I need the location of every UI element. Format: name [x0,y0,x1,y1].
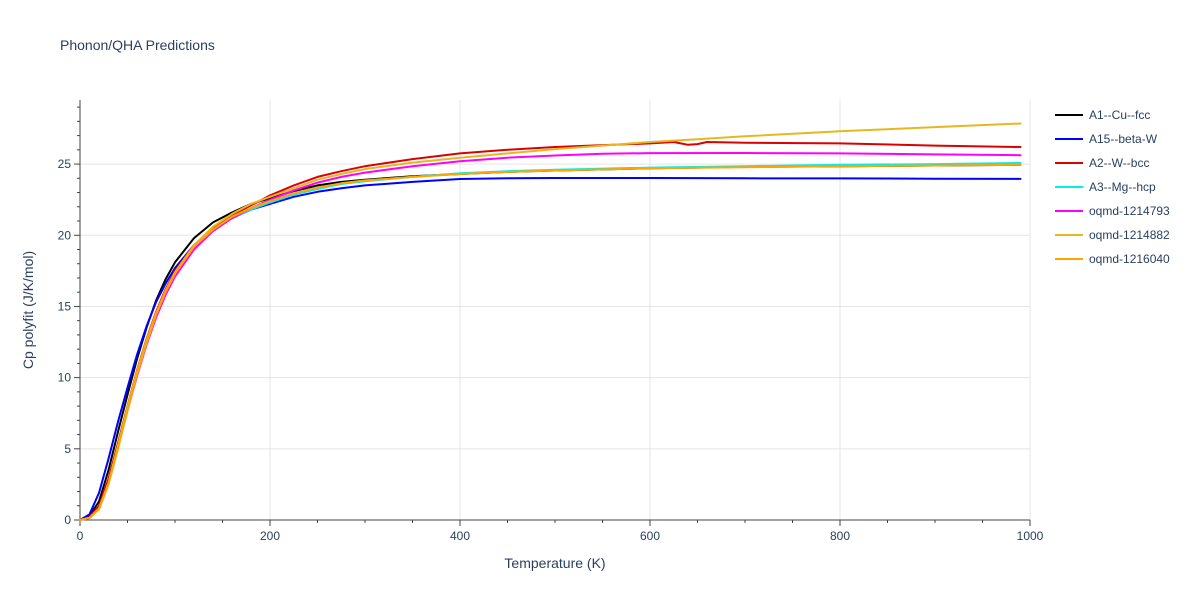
y-tick-label: 15 [58,299,72,313]
x-tick-label: 400 [450,529,470,543]
legend-item[interactable]: A1--Cu--fcc [1055,108,1150,122]
legend-item[interactable]: oqmd-1214882 [1055,228,1170,242]
legend: A1--Cu--fcc A15--beta-W A2--W--bcc A3--Mg--… [1055,108,1170,266]
series-line-A1--Cu--fcc [79,163,1022,521]
series-line-oqmd-1214882 [79,122,1022,521]
legend-item[interactable]: A2--W--bcc [1055,156,1149,170]
y-tick-label: 20 [58,228,72,242]
series-line-A15--beta-W [79,177,1022,521]
y-tick-label: 5 [64,442,71,456]
y-axis-title: Cp polyfit (J/K/mol) [20,251,36,369]
legend-item[interactable]: oqmd-1216040 [1055,252,1170,266]
x-tick-label: 1000 [1017,529,1044,543]
legend-item[interactable]: A3--Mg--hcp [1055,180,1156,194]
y-tick-label: 25 [58,157,72,171]
chart-title: Phonon/QHA Predictions [60,37,215,53]
legend-label: A15--beta-W [1089,132,1158,146]
x-tick-label: 0 [77,529,84,543]
series-line-oqmd-1214793 [79,152,1022,521]
legend-item[interactable]: A15--beta-W [1055,132,1158,146]
legend-label: A1--Cu--fcc [1089,108,1150,122]
legend-label: oqmd-1214882 [1089,228,1170,242]
gridlines [80,100,1031,520]
y-tick-label: 0 [64,513,71,527]
series-line-A3--Mg--hcp [79,161,1022,521]
legend-item[interactable]: oqmd-1214793 [1055,204,1170,218]
x-axis-title: Temperature (K) [504,555,605,571]
x-tick-label: 800 [830,529,850,543]
legend-label: oqmd-1214793 [1089,204,1170,218]
series-line-A2--W--bcc [79,141,1022,521]
axes: 0 200 400 600 800 1000 0 5 10 15 20 25 [58,100,1044,543]
x-tick-label: 200 [260,529,280,543]
legend-label: A3--Mg--hcp [1089,180,1156,194]
legend-label: A2--W--bcc [1089,156,1149,170]
x-tick-label: 600 [640,529,660,543]
plot-area [79,122,1022,521]
series-line-oqmd-1216040 [79,163,1022,521]
y-tick-label: 10 [58,371,72,385]
legend-label: oqmd-1216040 [1089,252,1170,266]
